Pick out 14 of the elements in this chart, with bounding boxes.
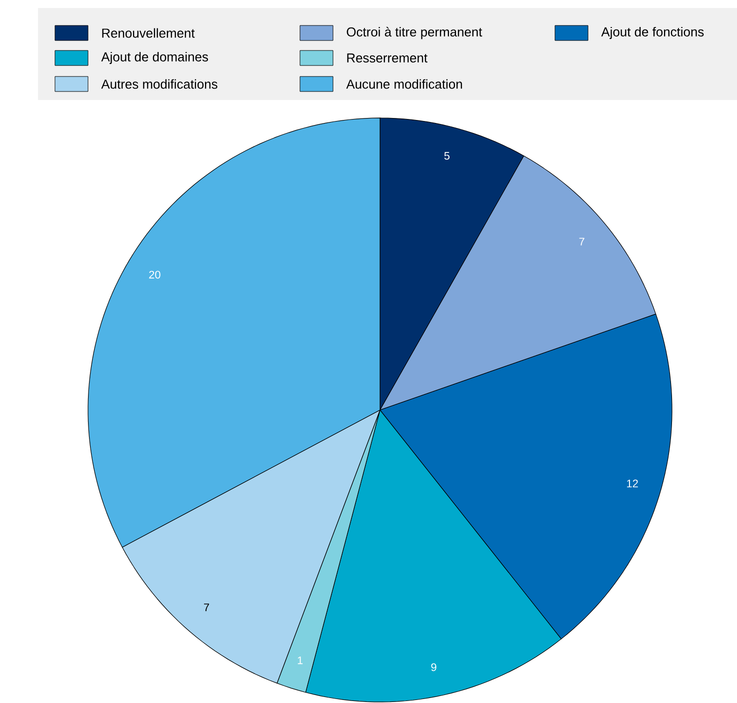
- data-label: 7: [204, 604, 210, 612]
- data-label: 12: [627, 480, 638, 488]
- data-label: 1: [298, 656, 303, 664]
- legend-label: Resserrement: [347, 53, 428, 63]
- legend-label: Ajout de fonctions: [601, 26, 704, 40]
- legend-label: Renouvellement: [102, 28, 195, 38]
- legend-label: Autres modifications: [101, 79, 218, 89]
- data-label: 20: [149, 270, 160, 279]
- legend-label: Octroi à titre permanent: [346, 26, 482, 40]
- legend-label: Aucune modification: [346, 79, 462, 89]
- legend-label: Ajout de domaines: [101, 52, 208, 64]
- data-label: 5: [444, 152, 450, 160]
- data-label: 7: [579, 238, 584, 246]
- data-label: 9: [431, 663, 436, 672]
